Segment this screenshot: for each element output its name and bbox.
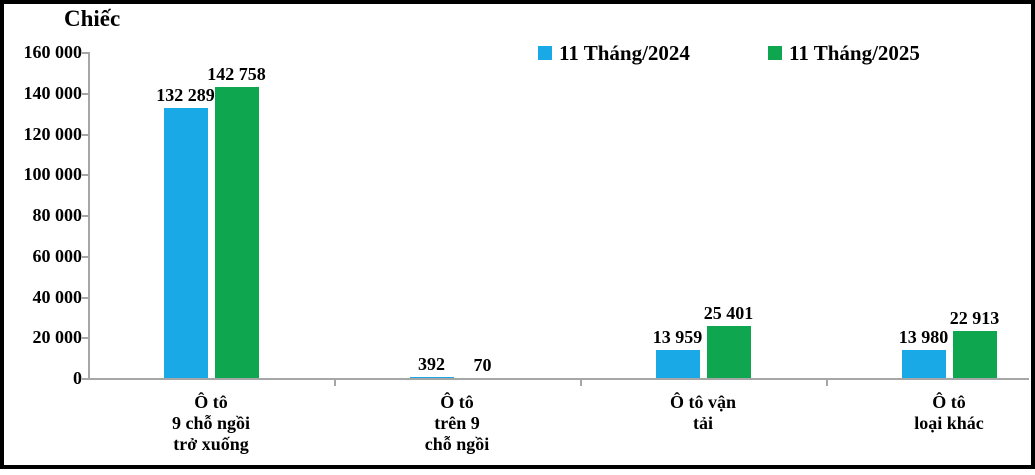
y-axis-tick-mark (82, 215, 88, 217)
bar-series2 (706, 326, 751, 378)
x-axis-tick-mark (826, 380, 828, 386)
y-axis-tick-mark (82, 52, 88, 54)
bar-series1 (163, 108, 208, 378)
y-axis-tick-label: 80 000 (32, 205, 83, 225)
y-axis-tick-label: 100 000 (23, 164, 83, 185)
bar-value-label: 25 401 (703, 303, 754, 323)
bar-series2 (952, 331, 997, 378)
y-axis-tick-label: 140 000 (23, 82, 83, 103)
bar-series1 (901, 350, 946, 378)
y-axis-tick-mark (82, 296, 88, 299)
y-axis-tick-mark (82, 133, 88, 136)
bar-value-label: 13 980 (898, 327, 949, 347)
y-axis-tick-label: 0 (73, 368, 82, 388)
y-axis-unit-label: Chiếc (64, 6, 121, 31)
bar-value-label: 22 913 (949, 308, 1000, 328)
category-label: Ô tô trên 9 chỗ ngồi (424, 392, 490, 454)
bar-series1 (655, 350, 700, 378)
y-axis-tick-label: 120 000 (23, 123, 83, 144)
y-axis-tick-mark (82, 174, 88, 177)
y-axis-tick-label: 40 000 (32, 286, 83, 307)
bar-series2 (214, 87, 259, 378)
legend-item: 11 Tháng/2025 (768, 42, 920, 64)
y-axis-tick-label: 160 000 (23, 42, 83, 62)
bar-value-label: 142 758 (207, 64, 266, 84)
y-axis-tick-mark (82, 337, 88, 340)
legend-label: 11 Tháng/2025 (789, 41, 920, 65)
y-axis-tick-label: 60 000 (32, 245, 83, 266)
y-axis-tick-mark (82, 255, 88, 258)
bar-value-label: 13 959 (652, 327, 703, 347)
x-axis-tick-mark (334, 380, 336, 386)
category-label: Ô tô loại khác (914, 392, 984, 433)
bar-value-label: 392 (418, 354, 445, 374)
x-axis-tick-mark (580, 380, 582, 386)
bar-value-label: 132 289 (156, 85, 215, 105)
legend-label: 11 Tháng/2024 (559, 41, 690, 65)
x-axis-line (88, 378, 1029, 380)
category-label: Ô tô vận tải (669, 392, 736, 433)
category-label: Ô tô 9 chỗ ngồi trở xuống (171, 392, 250, 454)
y-axis-tick-mark (82, 92, 88, 95)
bar-value-label: 70 (473, 355, 492, 375)
legend-swatch-icon (538, 46, 552, 60)
legend-item: 11 Tháng/2024 (538, 42, 690, 64)
legend-swatch-icon (768, 46, 782, 60)
y-axis-line (88, 52, 90, 380)
bar-series1 (409, 377, 454, 378)
y-axis-tick-label: 20 000 (32, 327, 83, 348)
y-axis-tick-mark (82, 378, 88, 380)
